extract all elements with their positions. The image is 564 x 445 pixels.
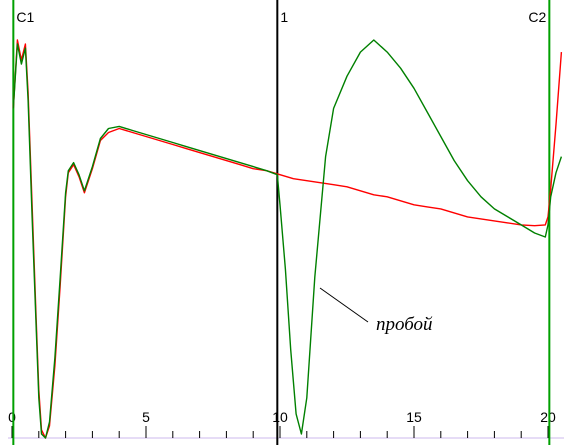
annotation-group: пробой — [319, 287, 433, 335]
annotation-leader — [319, 287, 369, 323]
cursor-label-0: C1 — [16, 9, 34, 25]
x-ticks — [11, 426, 549, 438]
x-tick-label-15: 15 — [406, 409, 422, 425]
cursor-label-2: C2 — [528, 9, 546, 25]
x-tick-label-20: 20 — [540, 409, 556, 425]
x-tick-label-5: 5 — [142, 409, 150, 425]
series-lines — [12, 39, 563, 439]
annotation-text: пробой — [376, 314, 433, 335]
series-line-1 — [12, 39, 563, 439]
x-tick-label-0: 0 — [8, 409, 16, 425]
x-tick-labels: 0 5 10 15 20 — [8, 409, 556, 425]
cursor-lines: C1 1 C2 — [12, 0, 551, 445]
cursor-label-1: 1 — [280, 9, 288, 25]
x-tick-label-10: 10 — [272, 409, 288, 425]
